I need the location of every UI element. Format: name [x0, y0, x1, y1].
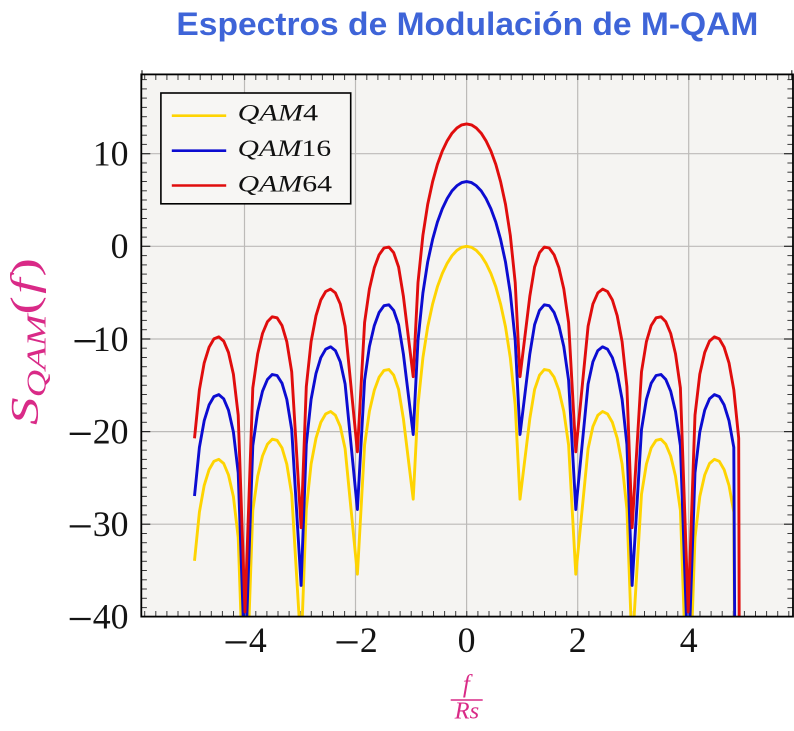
svg-text:10: 10 — [93, 319, 129, 359]
svg-text:0: 0 — [458, 620, 476, 660]
svg-text:4: 4 — [249, 620, 267, 660]
svg-text:2: 2 — [569, 620, 587, 660]
svg-text:30: 30 — [93, 504, 129, 544]
svg-text:2: 2 — [360, 620, 378, 660]
svg-text:20: 20 — [93, 411, 129, 451]
svg-text:Espectros de Modulación de M-Q: Espectros de Modulación de M-QAM — [176, 5, 758, 42]
svg-text:4: 4 — [680, 620, 698, 660]
svg-text:Rs: Rs — [454, 698, 480, 725]
svg-text:10: 10 — [93, 134, 129, 174]
svg-text:0: 0 — [111, 226, 129, 266]
svg-text:f: f — [463, 671, 473, 698]
svg-text:40: 40 — [93, 597, 129, 637]
